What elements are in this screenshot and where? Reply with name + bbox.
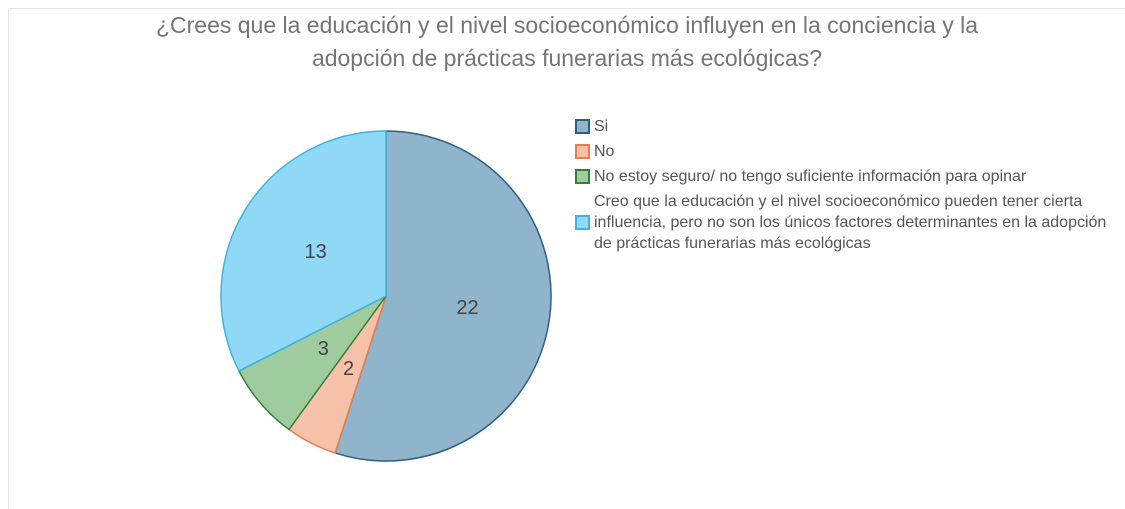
legend-item: Si [575, 116, 1120, 137]
pie-slice [220, 130, 387, 372]
slice-label: 2 [343, 358, 354, 380]
legend-swatch [575, 169, 590, 184]
legend-swatch [575, 119, 590, 134]
legend-item: No estoy seguro/ no tengo suficiente inf… [575, 166, 1120, 187]
legend-label: No [594, 143, 615, 160]
chart-title: ¿Crees que la educación y el nivel socio… [155, 12, 979, 71]
slice-label: 3 [318, 338, 329, 360]
slice-label: 22 [456, 297, 478, 319]
legend-label: No estoy seguro/ no tengo suficiente inf… [594, 168, 1027, 185]
legend-item: No [575, 141, 1120, 162]
legend-label: Si [594, 118, 609, 135]
legend-item: Creo que la educación y el nivel socioec… [575, 191, 1120, 254]
legend-label: Creo que la educación y el nivel socioec… [594, 193, 1107, 252]
legend-swatch [575, 144, 590, 159]
legend-swatch [575, 215, 590, 230]
pie-slice [334, 130, 552, 462]
frame [8, 8, 1125, 509]
legend: Si No No estoy seguro/ no tengo suficiente… [575, 116, 1120, 258]
slice-label: 13 [305, 241, 327, 263]
